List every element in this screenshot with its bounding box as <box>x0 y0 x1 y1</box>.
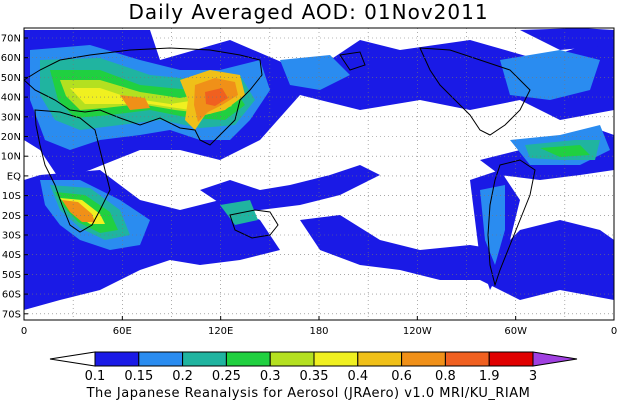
lon-label: 60E <box>113 326 132 337</box>
colorbar: 0.1 0.15 0.2 0.25 0.3 0.35 0.4 0.6 0.8 1.9 3 <box>49 351 578 384</box>
colorbar-low-arrow <box>49 351 96 367</box>
longitude-labels: 0 60E 120E 180 120W 60W 0 <box>21 316 617 337</box>
lat-label: 30S <box>2 231 21 242</box>
colorbar-level-label: 0.25 <box>212 369 241 384</box>
colorbar-level-label: 0.35 <box>300 369 329 384</box>
colorbar-level-label: 0.6 <box>391 369 412 384</box>
colorbar-level-label: 0.8 <box>435 369 456 384</box>
colorbar-swatch <box>401 351 446 367</box>
lat-label: 60N <box>1 53 21 64</box>
colorbar-level-label: 1.9 <box>479 369 500 384</box>
lat-label: 60S <box>2 290 21 301</box>
colorbar-level-label: 3 <box>529 369 537 384</box>
colorbar-swatch <box>444 351 490 367</box>
latitude-labels: 70N 60N 50N 40N 30N 20N 10N EQ 10S 20S 30S 40S 50S 60… <box>1 34 28 320</box>
lon-label: 0 <box>611 326 617 337</box>
credit-line: The Japanese Reanalysis for Aerosol (JRA… <box>86 386 531 401</box>
lat-label: 20N <box>1 132 21 143</box>
lat-label: 50N <box>1 73 21 84</box>
lat-label: 70S <box>2 309 21 320</box>
colorbar-swatch <box>225 351 271 367</box>
colorbar-level-label: 0.3 <box>260 369 281 384</box>
lat-label: 20S <box>2 211 21 222</box>
coastlines <box>24 47 536 287</box>
lat-label: 40S <box>2 250 21 261</box>
lat-label: 30N <box>1 112 21 123</box>
lon-label: 120E <box>208 326 233 337</box>
colorbar-swatch <box>182 351 227 367</box>
lon-label: 180 <box>309 326 328 337</box>
colorbar-swatch <box>357 351 403 367</box>
colorbar-high-arrow <box>532 351 578 367</box>
lat-label: 10N <box>1 152 21 163</box>
colorbar-level-label: 0.2 <box>172 369 193 384</box>
lon-label: 0 <box>21 326 27 337</box>
colorbar-level-label: 0.15 <box>124 369 153 384</box>
lat-label: 10S <box>2 191 21 202</box>
colorbar-level-label: 0.1 <box>85 369 106 384</box>
graticule <box>24 28 614 320</box>
colorbar-swatch <box>269 351 315 367</box>
colorbar-level-label: 0.4 <box>347 369 368 384</box>
colorbar-swatch <box>94 351 140 367</box>
lon-label: 120W <box>403 326 432 337</box>
lat-label: 40N <box>1 93 21 104</box>
lat-label: 50S <box>2 270 21 281</box>
map-title: Daily Averaged AOD: 01Nov2011 <box>128 0 489 24</box>
colorbar-swatch <box>488 351 534 367</box>
colorbar-swatch <box>138 351 184 367</box>
lat-label: EQ <box>7 171 21 182</box>
lon-label: 60W <box>504 326 527 337</box>
lat-label: 70N <box>1 34 21 45</box>
colorbar-swatch <box>313 351 359 367</box>
